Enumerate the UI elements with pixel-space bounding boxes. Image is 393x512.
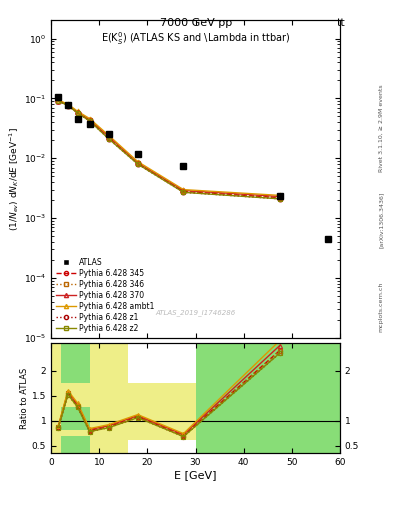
Bar	[128, 343, 196, 453]
Bar	[61, 407, 90, 430]
Bar	[90, 383, 128, 453]
Bar	[51, 343, 61, 453]
Bar	[51, 383, 61, 453]
Bar	[128, 383, 196, 440]
Bar	[196, 343, 340, 453]
Bar	[128, 383, 196, 440]
Y-axis label: Ratio to ATLAS: Ratio to ATLAS	[20, 368, 29, 429]
Text: Rivet 3.1.10, ≥ 2.9M events: Rivet 3.1.10, ≥ 2.9M events	[379, 84, 384, 172]
Text: tt: tt	[337, 18, 346, 28]
Bar	[61, 383, 90, 436]
Bar	[90, 343, 128, 453]
Y-axis label: $(1/N_{ev})$ d$N_K$/d$E$ [GeV$^{-1}$]: $(1/N_{ev})$ d$N_K$/d$E$ [GeV$^{-1}$]	[7, 127, 21, 231]
X-axis label: E [GeV]: E [GeV]	[174, 470, 217, 480]
Text: [arXiv:1306.3436]: [arXiv:1306.3436]	[379, 192, 384, 248]
Legend: ATLAS, Pythia 6.428 345, Pythia 6.428 346, Pythia 6.428 370, Pythia 6.428 ambt1,: ATLAS, Pythia 6.428 345, Pythia 6.428 34…	[55, 257, 156, 334]
Text: 7000 GeV pp: 7000 GeV pp	[160, 18, 233, 28]
Bar	[90, 343, 128, 453]
Text: mcplots.cern.ch: mcplots.cern.ch	[379, 282, 384, 332]
Text: ATLAS_2019_I1746286: ATLAS_2019_I1746286	[155, 309, 236, 316]
Bar	[51, 343, 61, 453]
Text: E(K$_S^0$) (ATLAS KS and \Lambda in ttbar): E(K$_S^0$) (ATLAS KS and \Lambda in ttba…	[101, 30, 290, 47]
